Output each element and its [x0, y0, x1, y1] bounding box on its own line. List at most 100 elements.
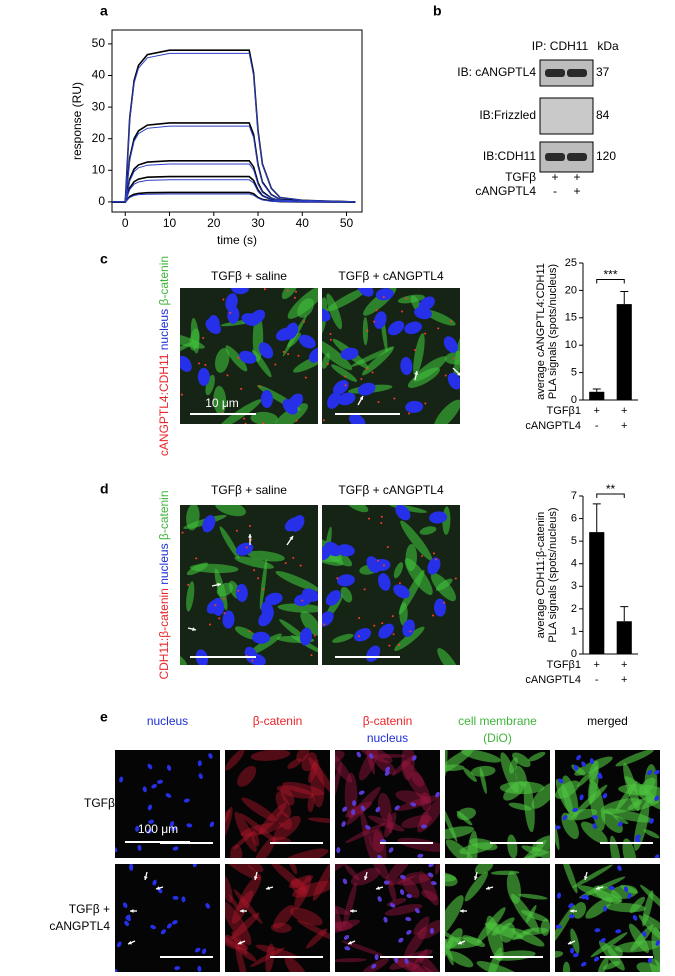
nucleus — [378, 573, 391, 591]
cell — [598, 940, 625, 971]
cell — [289, 907, 323, 926]
y-tick-label: 30 — [92, 99, 106, 113]
nucleus — [174, 966, 181, 971]
cell — [340, 587, 353, 603]
nucleus — [342, 806, 348, 812]
significance-bracket — [596, 493, 625, 498]
nucleus — [608, 886, 615, 891]
bar — [616, 621, 632, 654]
pla-spot — [366, 367, 369, 370]
nucleus — [205, 318, 222, 334]
x-axis-label: time (s) — [217, 233, 257, 247]
pla-spot — [409, 630, 412, 633]
significance-label: ** — [606, 482, 616, 496]
image-title: TGFβ + saline — [211, 269, 287, 283]
nucleus — [592, 823, 597, 830]
nucleus — [290, 515, 305, 532]
y-tick-label: 5 — [571, 367, 577, 379]
nucleus — [166, 923, 172, 929]
nucleus — [336, 847, 341, 854]
blot-band — [545, 69, 565, 77]
pla-spot — [299, 564, 302, 567]
condition-label: TGFβ1 — [547, 405, 581, 417]
cell — [629, 896, 646, 914]
pla-spot — [373, 320, 376, 323]
nucleus — [137, 844, 142, 851]
cell — [405, 543, 417, 572]
nucleus — [322, 308, 331, 322]
nucleus — [151, 783, 157, 789]
nucleus — [299, 627, 313, 646]
nucleus — [635, 834, 641, 840]
pla-spot — [437, 327, 440, 330]
arrow-head — [570, 909, 574, 913]
nucleus — [135, 825, 140, 832]
y-axis-label: PLA signals (spots/nucleus) — [547, 507, 559, 642]
column-header: β-catenin — [363, 714, 413, 728]
cell — [310, 762, 325, 808]
nucleus — [654, 770, 660, 775]
cell — [234, 811, 257, 852]
cell — [186, 581, 195, 612]
cell — [387, 812, 393, 834]
pla-spot — [250, 538, 253, 541]
nucleus — [602, 793, 608, 799]
x-tick-label: 0 — [122, 216, 129, 230]
nucleus — [172, 895, 179, 900]
cell — [225, 345, 248, 372]
nucleus — [634, 838, 641, 843]
cell — [614, 940, 660, 953]
cell — [456, 810, 473, 826]
cell — [589, 781, 606, 831]
bar — [616, 304, 632, 400]
cell — [445, 826, 475, 840]
cell — [275, 792, 292, 818]
cell — [474, 864, 494, 875]
arrow-head — [266, 886, 270, 890]
cell — [189, 328, 200, 351]
pla-spot — [286, 289, 289, 292]
cell — [445, 872, 458, 887]
nucleus — [421, 824, 427, 829]
cell — [233, 831, 254, 850]
cell — [346, 786, 381, 826]
nucleus — [385, 766, 391, 772]
nucleus — [447, 372, 460, 390]
cell — [413, 333, 425, 376]
pla-spot — [424, 402, 427, 405]
nucleus — [615, 929, 622, 934]
condition-label: TGFβ1 — [547, 659, 581, 671]
cell — [384, 812, 397, 838]
nucleus — [583, 894, 589, 900]
cell — [588, 760, 599, 783]
pla-spot — [382, 564, 385, 567]
cell — [418, 953, 440, 972]
nucleus — [260, 390, 273, 409]
pla-spot — [401, 310, 404, 313]
pla-spot — [405, 297, 408, 300]
cell — [247, 864, 264, 873]
y-tick-label: 2 — [571, 603, 577, 615]
condition-mark: + — [621, 674, 627, 686]
nucleus — [129, 864, 134, 871]
cell — [369, 829, 385, 853]
condition-mark: + — [621, 659, 627, 671]
arrow-head — [253, 876, 258, 880]
cell — [228, 894, 241, 913]
series-line — [112, 163, 356, 203]
pla-spot — [375, 309, 378, 312]
cell — [215, 348, 230, 373]
cell — [219, 526, 240, 559]
cell — [362, 316, 369, 346]
stain-word: nucleus — [157, 309, 171, 350]
nucleus — [570, 947, 575, 954]
micrograph — [555, 750, 660, 858]
arrow-head — [583, 876, 588, 880]
nucleus — [308, 347, 318, 363]
cell — [180, 653, 187, 665]
nucleus — [165, 793, 172, 798]
cell — [445, 932, 454, 966]
cell — [234, 556, 274, 569]
panel-label: a — [100, 3, 108, 19]
micrograph — [445, 864, 550, 972]
